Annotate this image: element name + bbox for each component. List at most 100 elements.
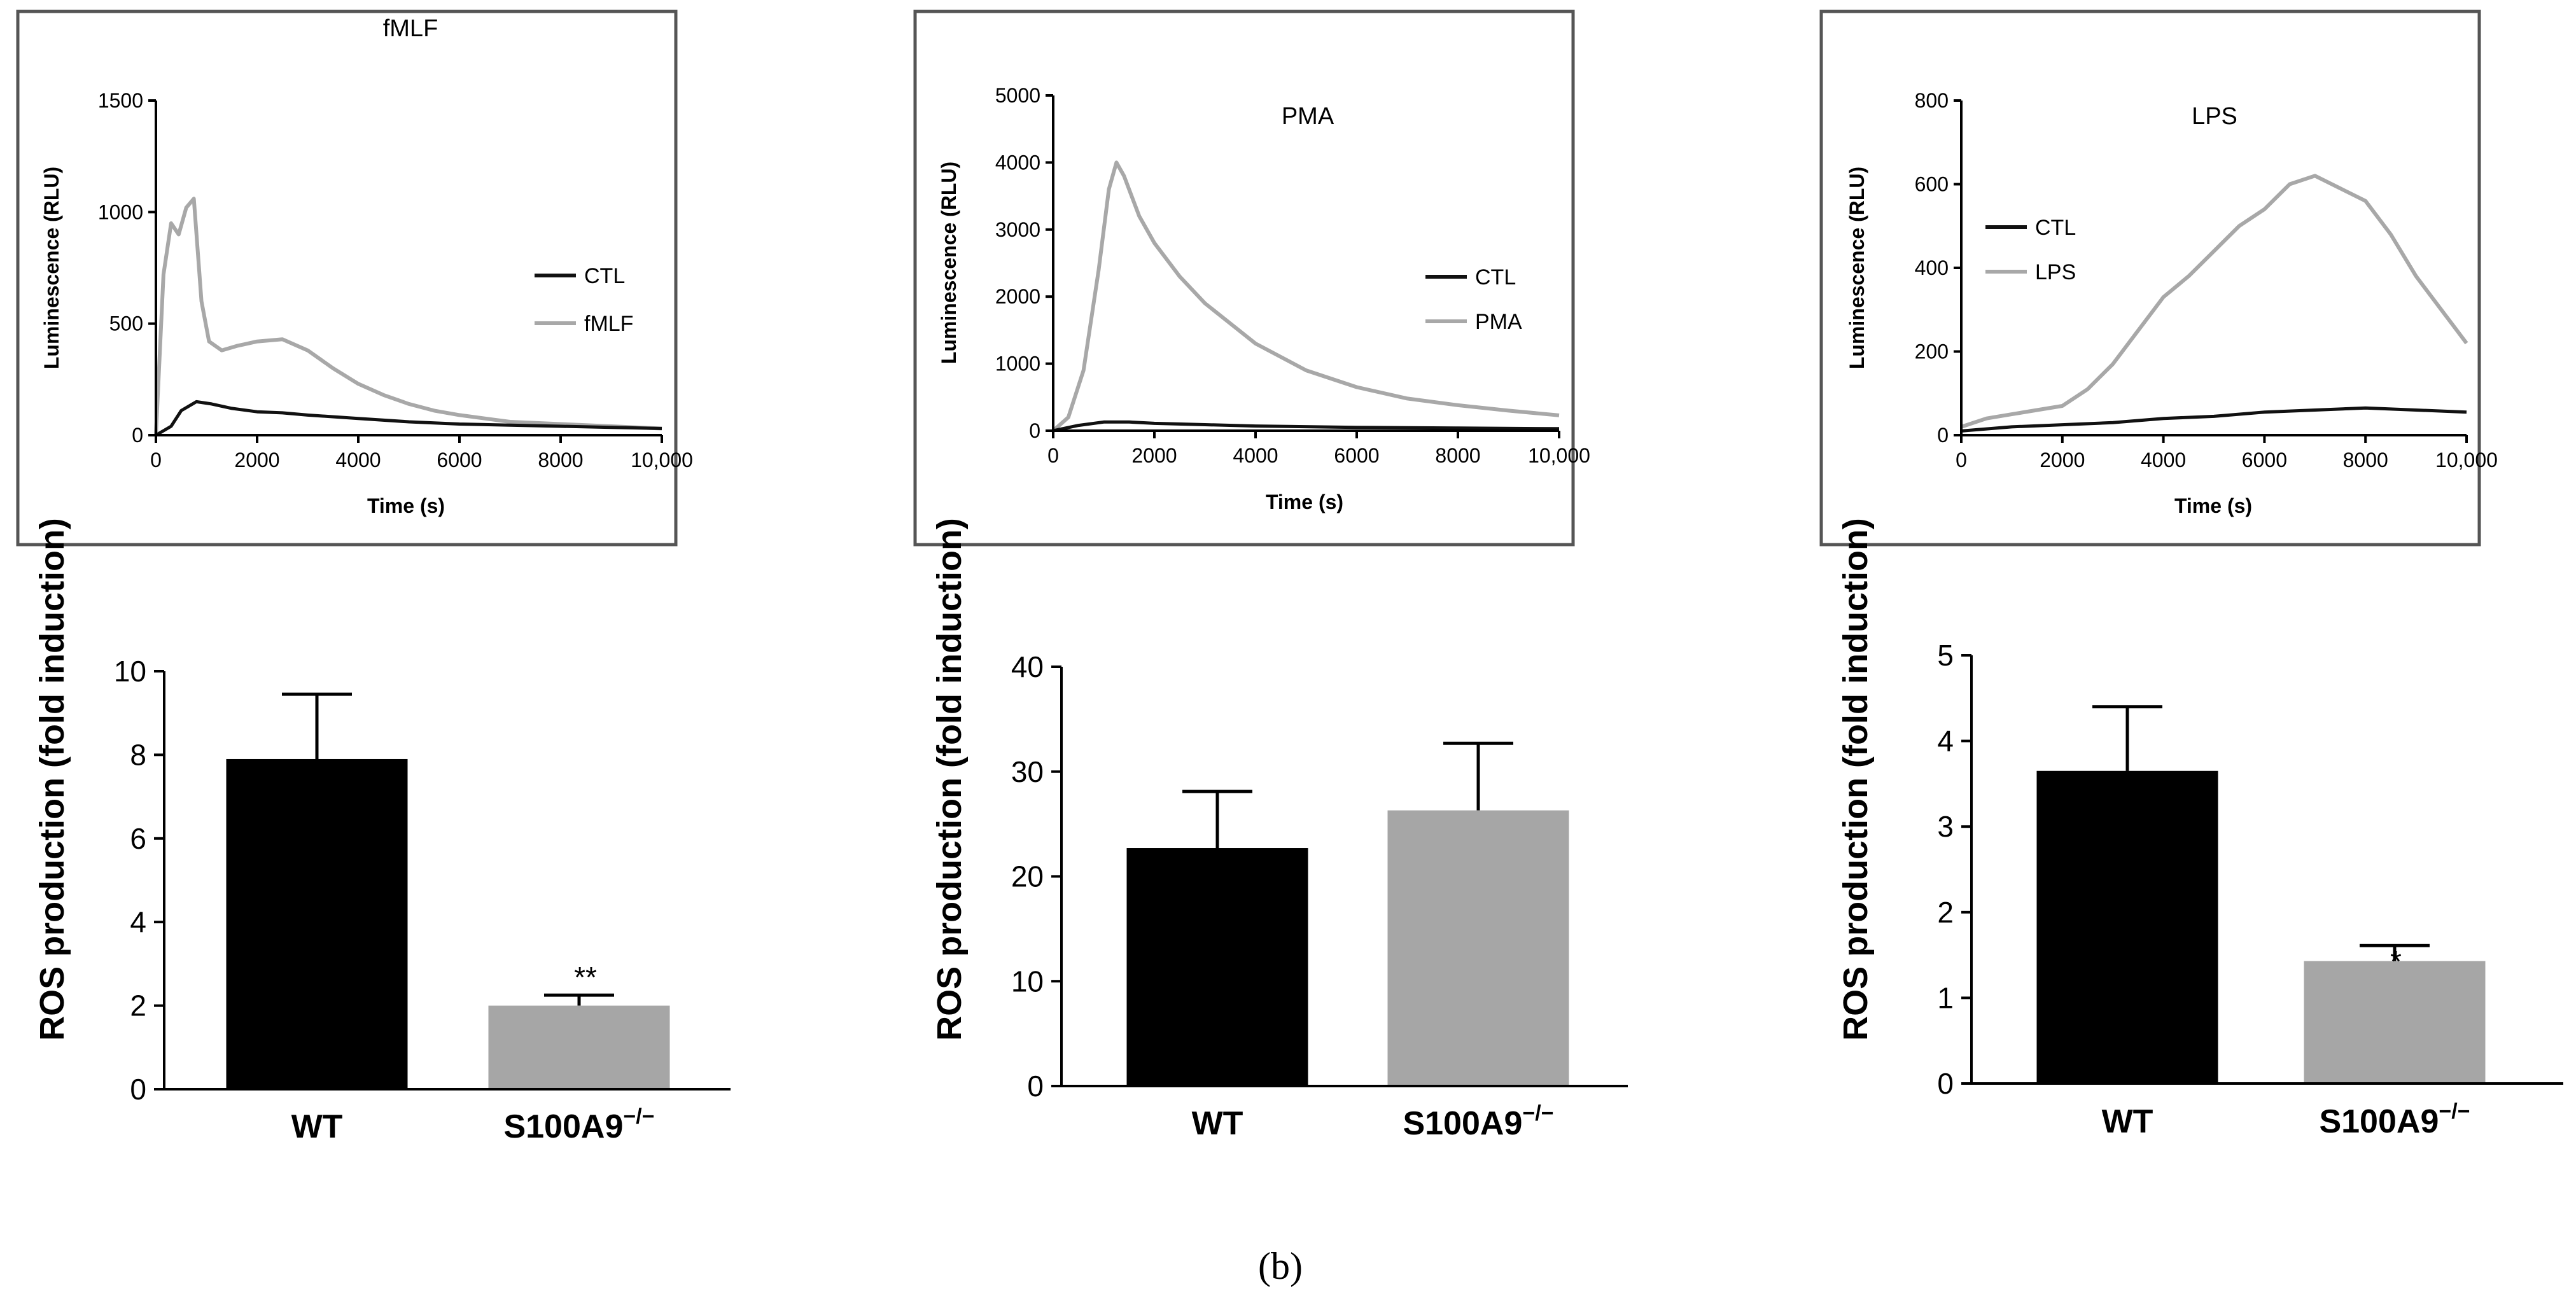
- category-label-s100a9: S100A9−/−: [503, 1104, 654, 1145]
- x-tick-label: 8000: [538, 449, 583, 471]
- x-tick-label: 2000: [234, 449, 279, 471]
- series-line-ctl: [155, 400, 662, 437]
- figure-caption: (b): [1258, 1245, 1303, 1287]
- bar-wt: [226, 758, 408, 1089]
- bar-chart-pma: ROS production (fold induction) 0 10 20 30 4…: [930, 518, 1628, 1142]
- y-tick-label: 200: [1915, 340, 1949, 363]
- y-tick-label: 1500: [98, 89, 143, 112]
- y-tick-label: 2000: [995, 285, 1040, 308]
- x-tick-label: 10,000: [631, 449, 693, 471]
- x-tick-label: 4000: [335, 449, 381, 471]
- x-tick-label: 8000: [2343, 449, 2388, 471]
- legend-label-fmlf: fMLF: [584, 312, 633, 336]
- bars-layer: [2036, 705, 2486, 1084]
- chart-frame: [1819, 10, 2481, 547]
- x-axis-label: Time (s): [367, 494, 445, 517]
- y-tick-label: 0: [1029, 419, 1040, 442]
- series-line-ctl: [1053, 420, 1560, 433]
- plot-layer: [154, 197, 662, 437]
- x-tick-label: 6000: [2242, 449, 2287, 471]
- y-tick-label: 600: [1915, 173, 1949, 196]
- plot-layer: [1052, 160, 1560, 433]
- x-tick-label: 10,000: [2435, 449, 2498, 471]
- bar-chart-lps: ROS production (fold induction) 0 1 2 3 4 5 W…: [1837, 518, 2563, 1140]
- y-tick-label: 0: [1937, 1067, 1954, 1100]
- y-tick-label: 5000: [995, 84, 1040, 107]
- y-tick-label: 5: [1937, 639, 1954, 672]
- y-tick-label: 2: [130, 989, 146, 1022]
- x-tick-label: 0: [1047, 444, 1059, 467]
- y-tick-label: 1: [1937, 981, 1954, 1014]
- bars-layer: [1126, 741, 1569, 1086]
- significance-marker: **: [574, 961, 597, 994]
- y-tick-label: 1000: [98, 200, 143, 223]
- series-line-ctl: [1961, 406, 2467, 433]
- line-chart-pma: PMA 0 2000 4000 6000 8000 10,000 0 1000 2000 3000…: [913, 10, 1590, 547]
- chart-title: PMA: [1282, 103, 1334, 130]
- x-tick-label: 0: [1956, 449, 1967, 471]
- category-label-wt: WT: [2102, 1103, 2153, 1140]
- yticks-layer: 0 10 20 30 40: [1011, 650, 1061, 1103]
- plot-layer: [1961, 174, 2468, 433]
- y-tick-label: 500: [109, 312, 143, 335]
- category-superscript: −/−: [623, 1104, 654, 1129]
- y-tick-label: 30: [1011, 755, 1044, 788]
- category-label-wt: WT: [291, 1108, 343, 1145]
- y-tick-label: 40: [1011, 650, 1044, 683]
- y-tick-label: 3000: [995, 218, 1040, 241]
- y-tick-label: 8: [130, 738, 146, 771]
- x-tick-label: 6000: [1334, 444, 1379, 467]
- line-chart-fmlf: fMLF 0 2000 4000 6000 8000 10,000 0 500 1000 1500…: [16, 10, 693, 547]
- yticks-layer: 0 1 2 3 4 5: [1937, 639, 1971, 1100]
- y-tick-label: 0: [132, 424, 143, 447]
- x-tick-label: 8000: [1435, 444, 1480, 467]
- y-tick-label: 10: [114, 655, 146, 688]
- x-tick-label: 2000: [2040, 449, 2085, 471]
- y-tick-label: 20: [1011, 860, 1044, 893]
- yticks-layer: 0 2 4 6 8 10: [114, 655, 164, 1106]
- ticks-layer: 0 2000 4000 6000 8000 10,000 0 1000 2000 3000 4000…: [995, 84, 1590, 467]
- bar-chart-fmlf: ROS production (fold induction) 0246810 …: [33, 518, 731, 1145]
- y-axis-label: Luminescence (RLU): [937, 162, 960, 364]
- category-label-s100a9: S100A9−/−: [1403, 1101, 1553, 1142]
- y-tick-label: 400: [1915, 256, 1949, 279]
- x-tick-label: 2000: [1131, 444, 1177, 467]
- y-axis-label: Luminescence (RLU): [40, 167, 63, 369]
- y-axis-label: ROS production (fold induction): [33, 518, 71, 1041]
- x-tick-label: 6000: [437, 449, 482, 471]
- legend-label-pma: PMA: [1475, 310, 1522, 334]
- chart-frame: [16, 10, 678, 547]
- y-tick-label: 6: [130, 822, 146, 855]
- legend-label-ctl: CTL: [1475, 265, 1516, 289]
- x-tick-label: 4000: [1233, 444, 1278, 467]
- series-line-pma: [1052, 160, 1560, 433]
- y-axis-label: ROS production (fold induction): [930, 518, 969, 1041]
- y-tick-label: 4: [130, 905, 146, 938]
- y-tick-label: 800: [1915, 89, 1949, 112]
- significance-marker: *: [2390, 945, 2402, 978]
- x-axis-label: Time (s): [2174, 494, 2252, 517]
- category-label-wt: WT: [1192, 1105, 1243, 1142]
- y-tick-label: 1000: [995, 352, 1040, 375]
- y-tick-label: 3: [1937, 810, 1954, 843]
- bar-s100a9: [1387, 810, 1569, 1086]
- x-axis-label: Time (s): [1266, 491, 1343, 513]
- y-tick-label: 4: [1937, 725, 1954, 758]
- bars-layer: [226, 692, 670, 1089]
- series-line-lps: [1961, 174, 2468, 429]
- x-tick-label: 4000: [2141, 449, 2186, 471]
- category-label-s100a9: S100A9−/−: [2319, 1099, 2470, 1140]
- y-tick-label: 10: [1011, 965, 1044, 998]
- bar-s100a9: [2304, 961, 2486, 1084]
- x-tick-label: 10,000: [1528, 444, 1590, 467]
- category-superscript: −/−: [2439, 1099, 2470, 1124]
- bar-wt: [1126, 848, 1308, 1086]
- chart-title: fMLF: [383, 15, 438, 42]
- series-line-fmlf: [154, 197, 662, 436]
- y-tick-label: 0: [1937, 424, 1949, 447]
- bar-s100a9: [488, 1005, 670, 1089]
- ticks-layer: 0 2000 4000 6000 8000 10,000 0 500 1000 1500: [98, 89, 693, 471]
- chart-frame: [913, 10, 1575, 547]
- chart-title: LPS: [2192, 103, 2237, 130]
